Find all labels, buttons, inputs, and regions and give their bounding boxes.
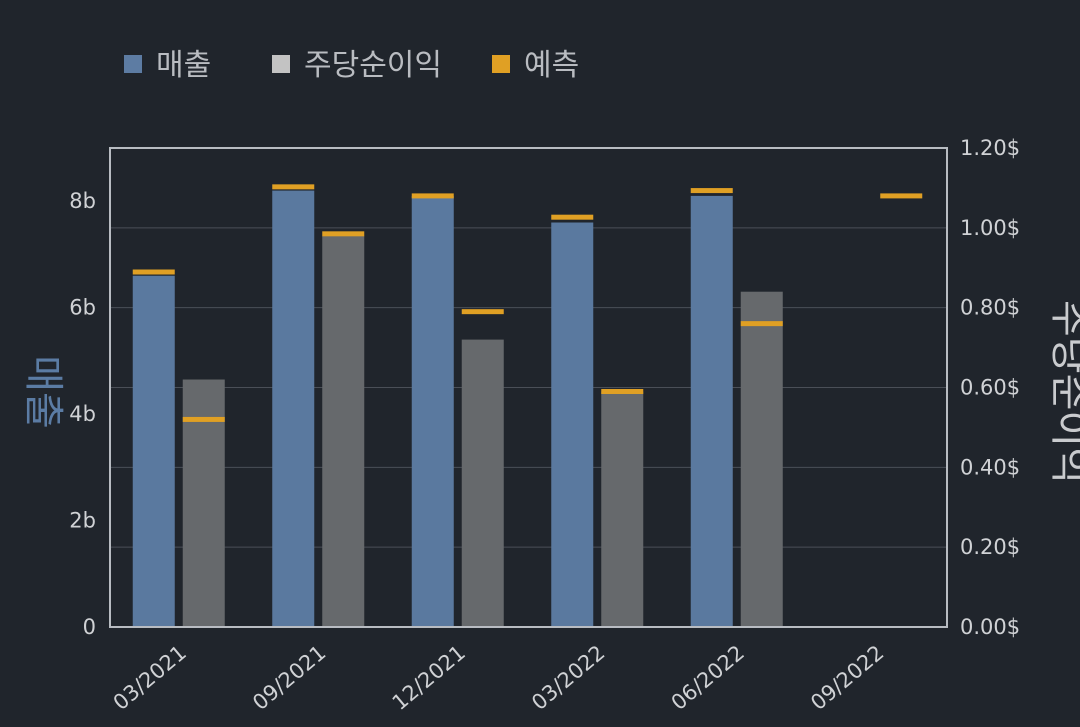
right-axis-tick-label: 0.40$ bbox=[960, 455, 1020, 479]
plot-frame bbox=[109, 147, 948, 628]
left-axis-tick-label: 2b bbox=[69, 509, 96, 533]
eps-forecast-marker bbox=[461, 309, 504, 315]
right-axis-tick-label: 0.00$ bbox=[960, 615, 1020, 639]
revenue-forecast-marker bbox=[132, 269, 175, 275]
eps-forecast-marker bbox=[601, 388, 644, 394]
left-axis-tick-label: 6b bbox=[69, 296, 96, 320]
revenue-forecast-marker bbox=[690, 188, 733, 194]
left-axis-title: 매출 bbox=[20, 355, 66, 429]
eps-forecast-marker bbox=[322, 231, 365, 237]
left-axis-tick-label: 4b bbox=[69, 402, 96, 426]
eps-bar bbox=[461, 339, 504, 627]
revenue-forecast-marker bbox=[411, 193, 454, 199]
right-axis-tick-label: 0.20$ bbox=[960, 535, 1020, 559]
x-tick-label: 09/2022 bbox=[806, 640, 888, 714]
revenue-bar bbox=[690, 195, 733, 627]
right-axis-tick-label: 0.80$ bbox=[960, 296, 1020, 320]
eps-bar bbox=[182, 379, 225, 627]
legend-label: 매출 bbox=[156, 48, 211, 83]
legend-swatch bbox=[272, 55, 290, 73]
eps-bar bbox=[740, 291, 783, 627]
legend-label: 주당순이익 bbox=[304, 48, 442, 83]
x-tick-label: 06/2022 bbox=[667, 640, 749, 714]
revenue-forecast-marker bbox=[272, 184, 315, 190]
left-axis-tick-label: 8b bbox=[69, 189, 96, 213]
legend-label: 예측 bbox=[524, 48, 579, 83]
right-axis-tick-label: 0.60$ bbox=[960, 376, 1020, 400]
x-tick-label: 09/2021 bbox=[248, 640, 330, 714]
revenue-bar bbox=[551, 222, 594, 627]
x-tick-label: 12/2021 bbox=[388, 640, 470, 714]
right-axis-title: 주당순이익 bbox=[1046, 300, 1080, 484]
eps-forecast-marker bbox=[182, 416, 225, 422]
legend-swatch bbox=[492, 55, 510, 73]
eps-bar bbox=[322, 235, 365, 628]
eps-forecast-marker bbox=[880, 193, 923, 199]
eps-bar bbox=[601, 391, 644, 627]
revenue-bar bbox=[272, 190, 315, 628]
eps-forecast-marker bbox=[740, 321, 783, 327]
revenue-bar bbox=[132, 275, 175, 627]
right-axis-tick-label: 1.00$ bbox=[960, 216, 1020, 240]
x-tick-label: 03/2021 bbox=[109, 640, 191, 714]
revenue-forecast-marker bbox=[551, 214, 594, 220]
revenue-bar bbox=[411, 195, 454, 627]
right-axis-tick-label: 1.20$ bbox=[960, 136, 1020, 160]
x-tick-label: 03/2022 bbox=[527, 640, 609, 714]
left-axis-tick-label: 0 bbox=[83, 615, 96, 639]
legend-swatch bbox=[124, 55, 142, 73]
